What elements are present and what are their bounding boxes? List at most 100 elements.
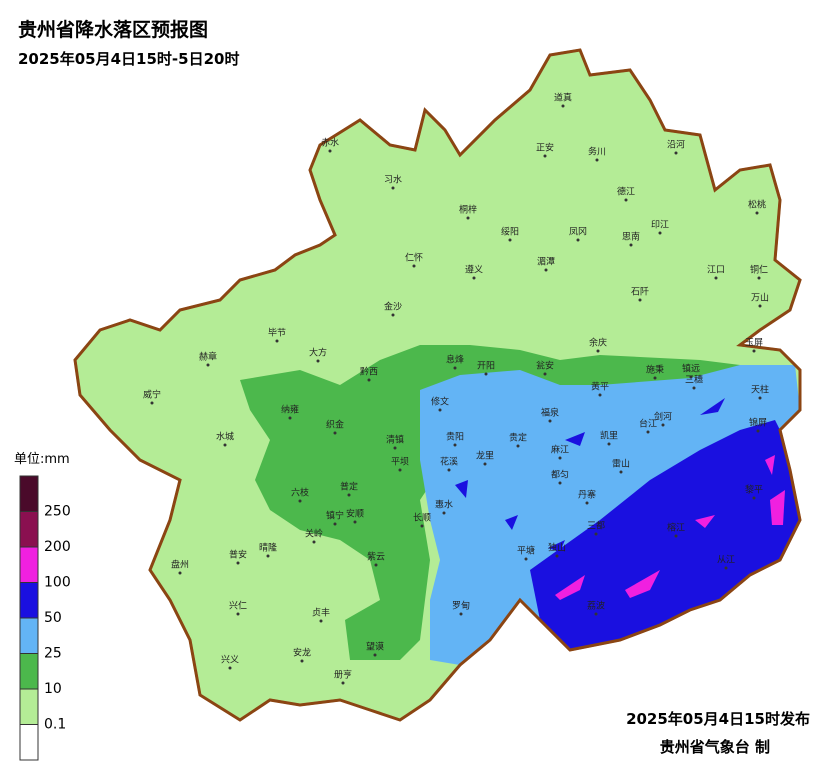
county-dot xyxy=(275,339,279,343)
county-name: 玉屏 xyxy=(745,338,763,349)
county-name: 龙里 xyxy=(476,450,494,462)
county-name: 福泉 xyxy=(541,407,559,419)
county-name: 雷山 xyxy=(612,459,630,470)
county-dot xyxy=(206,363,210,367)
county-name: 铜仁 xyxy=(750,264,768,276)
county-name: 金沙 xyxy=(384,301,402,313)
county-name: 江口 xyxy=(707,265,725,276)
county-name: 黎平 xyxy=(745,484,763,496)
county-name: 开阳 xyxy=(477,361,495,372)
county-dot xyxy=(298,499,302,503)
county-dot xyxy=(543,372,547,376)
county-name: 普安 xyxy=(229,549,247,561)
legend: 250 200 100 50 25 10 0.1 xyxy=(19,475,71,761)
county-name: 贵定 xyxy=(509,432,527,444)
province-border xyxy=(73,48,802,722)
county-dot xyxy=(619,470,623,474)
county-name: 毕节 xyxy=(268,327,286,339)
county-name: 道真 xyxy=(554,92,572,104)
county-name: 水城 xyxy=(216,431,234,443)
county-dot xyxy=(594,532,598,536)
legend-level: 200 xyxy=(44,539,71,555)
county-dot xyxy=(453,366,457,370)
county-dot xyxy=(453,443,457,447)
spot xyxy=(548,540,565,552)
county-dot xyxy=(393,446,397,450)
county-name: 台江 xyxy=(639,418,657,430)
county-dot xyxy=(316,359,320,363)
county-name: 普定 xyxy=(340,481,358,493)
county-dot xyxy=(228,666,232,670)
county-dot xyxy=(353,520,357,524)
county-name: 剑河 xyxy=(654,411,672,423)
county-name: 晴隆 xyxy=(259,542,277,554)
county-name: 麻江 xyxy=(551,444,569,456)
county-dot xyxy=(447,468,451,472)
spot xyxy=(695,515,715,528)
county-name: 桐梓 xyxy=(459,204,477,216)
county-dot xyxy=(374,563,378,567)
county-name: 独山 xyxy=(548,542,566,554)
county-dot xyxy=(548,419,552,423)
county-name: 册亨 xyxy=(334,669,352,681)
legend-level: 10 xyxy=(44,681,62,697)
county-dot xyxy=(595,158,599,162)
county-name: 贞丰 xyxy=(312,607,330,619)
issue-time: 2025年05月4日15时发布 xyxy=(626,710,810,728)
county-dot xyxy=(312,540,316,544)
county-dot xyxy=(752,496,756,500)
county-dot xyxy=(266,554,270,558)
county-name: 长顺 xyxy=(413,512,431,524)
county-dot xyxy=(689,375,693,379)
county-name: 正安 xyxy=(536,142,554,154)
county-dot xyxy=(319,619,323,623)
county-dot xyxy=(150,401,154,405)
county-name: 天柱 xyxy=(751,384,769,396)
county-dot xyxy=(598,393,602,397)
spot xyxy=(765,455,775,475)
county-name: 赤水 xyxy=(321,137,339,149)
county-name: 遵义 xyxy=(465,264,483,276)
county-dot xyxy=(544,268,548,272)
county-name: 贵阳 xyxy=(446,431,464,443)
county-name: 修文 xyxy=(431,396,449,408)
county-dot xyxy=(661,423,665,427)
county-dot xyxy=(561,104,565,108)
county-name: 都匀 xyxy=(551,469,569,481)
county-dot xyxy=(391,186,395,190)
county-dot xyxy=(692,386,696,390)
county-dot xyxy=(638,298,642,302)
county-dot xyxy=(236,561,240,565)
county-dot xyxy=(594,612,598,616)
county-name: 镇宁 xyxy=(326,510,344,522)
county-dot xyxy=(624,198,628,202)
county-name: 清镇 xyxy=(386,434,404,446)
county-name: 德江 xyxy=(617,186,635,198)
county-dot xyxy=(347,493,351,497)
county-name: 六枝 xyxy=(291,487,309,499)
county-dot xyxy=(558,481,562,485)
county-name: 罗甸 xyxy=(452,600,470,612)
county-name: 湄潭 xyxy=(537,257,555,268)
issuer: 贵州省气象台 制 xyxy=(660,738,770,756)
county-name: 平塘 xyxy=(517,545,535,557)
county-name: 从江 xyxy=(717,555,735,566)
county-dot xyxy=(373,653,377,657)
county-name: 盘州 xyxy=(171,559,189,571)
county-name: 关岭 xyxy=(305,528,323,540)
county-dot xyxy=(288,416,292,420)
legend-level: 50 xyxy=(44,610,62,626)
spot xyxy=(565,432,585,446)
county-dot xyxy=(483,462,487,466)
county-dot xyxy=(420,524,424,528)
county-dot xyxy=(508,238,512,242)
legend-level: 25 xyxy=(44,646,62,662)
legend-swatch xyxy=(19,582,39,619)
county-name: 黔西 xyxy=(360,366,378,378)
county-dot xyxy=(398,468,402,472)
county-name: 平坝 xyxy=(391,457,409,468)
legend-level: 0.1 xyxy=(44,717,66,733)
county-name: 施秉 xyxy=(646,364,664,376)
